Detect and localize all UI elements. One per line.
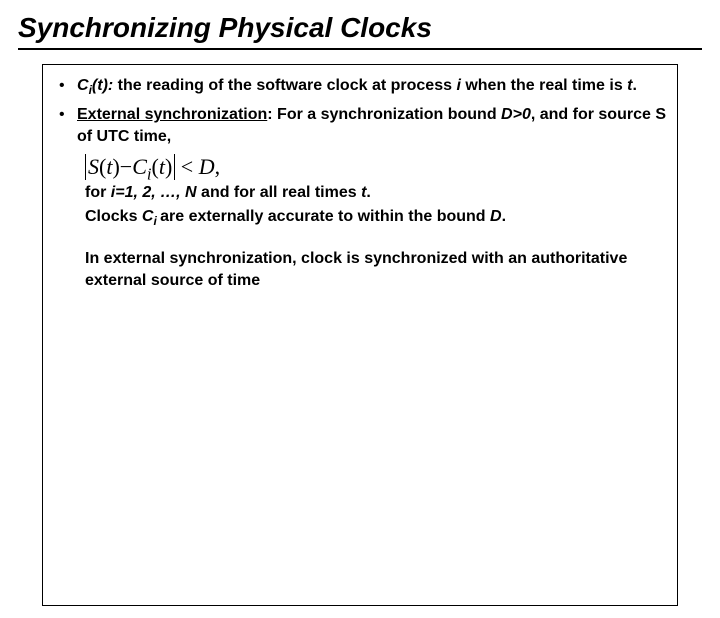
b2-text1: : For a synchronization bound bbox=[267, 106, 501, 123]
ci-symbol: Ci(t): bbox=[77, 77, 118, 94]
b1-text2: when the real time is bbox=[461, 77, 627, 94]
paragraph: In external synchronization, clock is sy… bbox=[85, 248, 667, 293]
bullet-list: Ci(t): the reading of the software clock… bbox=[53, 75, 667, 148]
slide-title: Synchronizing Physical Clocks bbox=[18, 12, 702, 44]
b1-text1: the reading of the software clock at pro… bbox=[118, 77, 457, 94]
title-underline bbox=[18, 48, 702, 50]
bullet-2: External synchronization: For a synchron… bbox=[53, 104, 667, 147]
line-3: for i=1, 2, …, N and for all real times … bbox=[85, 182, 667, 204]
content-box: Ci(t): the reading of the software clock… bbox=[42, 64, 678, 606]
b2-label: External synchronization bbox=[77, 106, 267, 123]
b2-d: D>0 bbox=[501, 106, 531, 123]
bullet-1: Ci(t): the reading of the software clock… bbox=[53, 75, 667, 98]
line-4: Clocks Ci are externally accurate to wit… bbox=[85, 206, 667, 230]
formula: S(t)−Ci(t) < D, bbox=[85, 154, 667, 180]
